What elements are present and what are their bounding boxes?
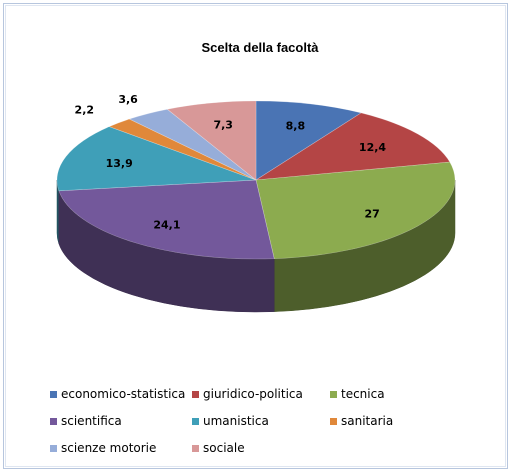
legend-label: sociale [203, 441, 245, 455]
legend-swatch [192, 390, 199, 398]
pie-slice-scientifica [58, 179, 275, 260]
chart-frame-inner [5, 5, 506, 467]
pie-slices [56, 100, 456, 260]
legend-item-scientifica: scientifica [50, 413, 122, 429]
legend-item-sanitaria: sanitaria [330, 413, 393, 429]
legend-item-economico-statistica: economico-statistica [50, 386, 185, 402]
legend-label: tecnica [341, 387, 385, 401]
pie-label-sociale: 7,3 [213, 119, 233, 132]
legend-swatch [192, 444, 199, 452]
chart-legend: economico-statistica giuridico-politica te… [40, 386, 480, 466]
pie-slice-sanitaria [108, 118, 257, 181]
legend-item-sociale: sociale [192, 440, 245, 456]
pie-slice-tecnica [255, 161, 456, 259]
legend-label: sanitaria [341, 414, 394, 428]
legend-item-tecnica: tecnica [330, 386, 385, 402]
pie-label-umanistica: 13,9 [106, 157, 133, 170]
pie-label-economico-statistica: 8,8 [286, 119, 306, 132]
legend-label: giuridico-politica [203, 387, 303, 401]
legend-label: scientifica [61, 414, 122, 428]
legend-item-scienze-motorie: scienze motorie [50, 440, 156, 456]
pie-label-scientifica: 24,1 [153, 219, 180, 232]
pie-slice-sociale [166, 100, 257, 181]
legend-label: umanistica [203, 414, 269, 428]
legend-label: scienze motorie [61, 441, 157, 455]
pie-slice-economico-statistica [255, 100, 362, 181]
pie-label-tecnica: 27 [365, 207, 380, 220]
legend-swatch [330, 390, 337, 398]
pie-data-labels: 8,8 12,4 27 24,1 13,9 2,2 3,6 7,3 [75, 93, 387, 232]
pie-label-scienze-motorie: 3,6 [118, 93, 138, 106]
chart-title: Scelta della facoltà [201, 40, 319, 55]
pie-slice-scienze-motorie [128, 108, 257, 181]
legend-swatch [50, 390, 57, 398]
legend-swatch [330, 417, 337, 425]
pie-label-giuridico-politica: 12,4 [359, 141, 386, 154]
legend-item-giuridico-politica: giuridico-politica [192, 386, 303, 402]
pie-slice-giuridico-politica [255, 112, 451, 181]
legend-item-umanistica: umanistica [192, 413, 269, 429]
legend-swatch [50, 417, 57, 425]
legend-swatch [50, 444, 57, 452]
pie-label-sanitaria: 2,2 [75, 103, 95, 116]
legend-label: economico-statistica [61, 387, 186, 401]
legend-swatch [192, 417, 199, 425]
pie-slice-umanistica [56, 126, 257, 192]
